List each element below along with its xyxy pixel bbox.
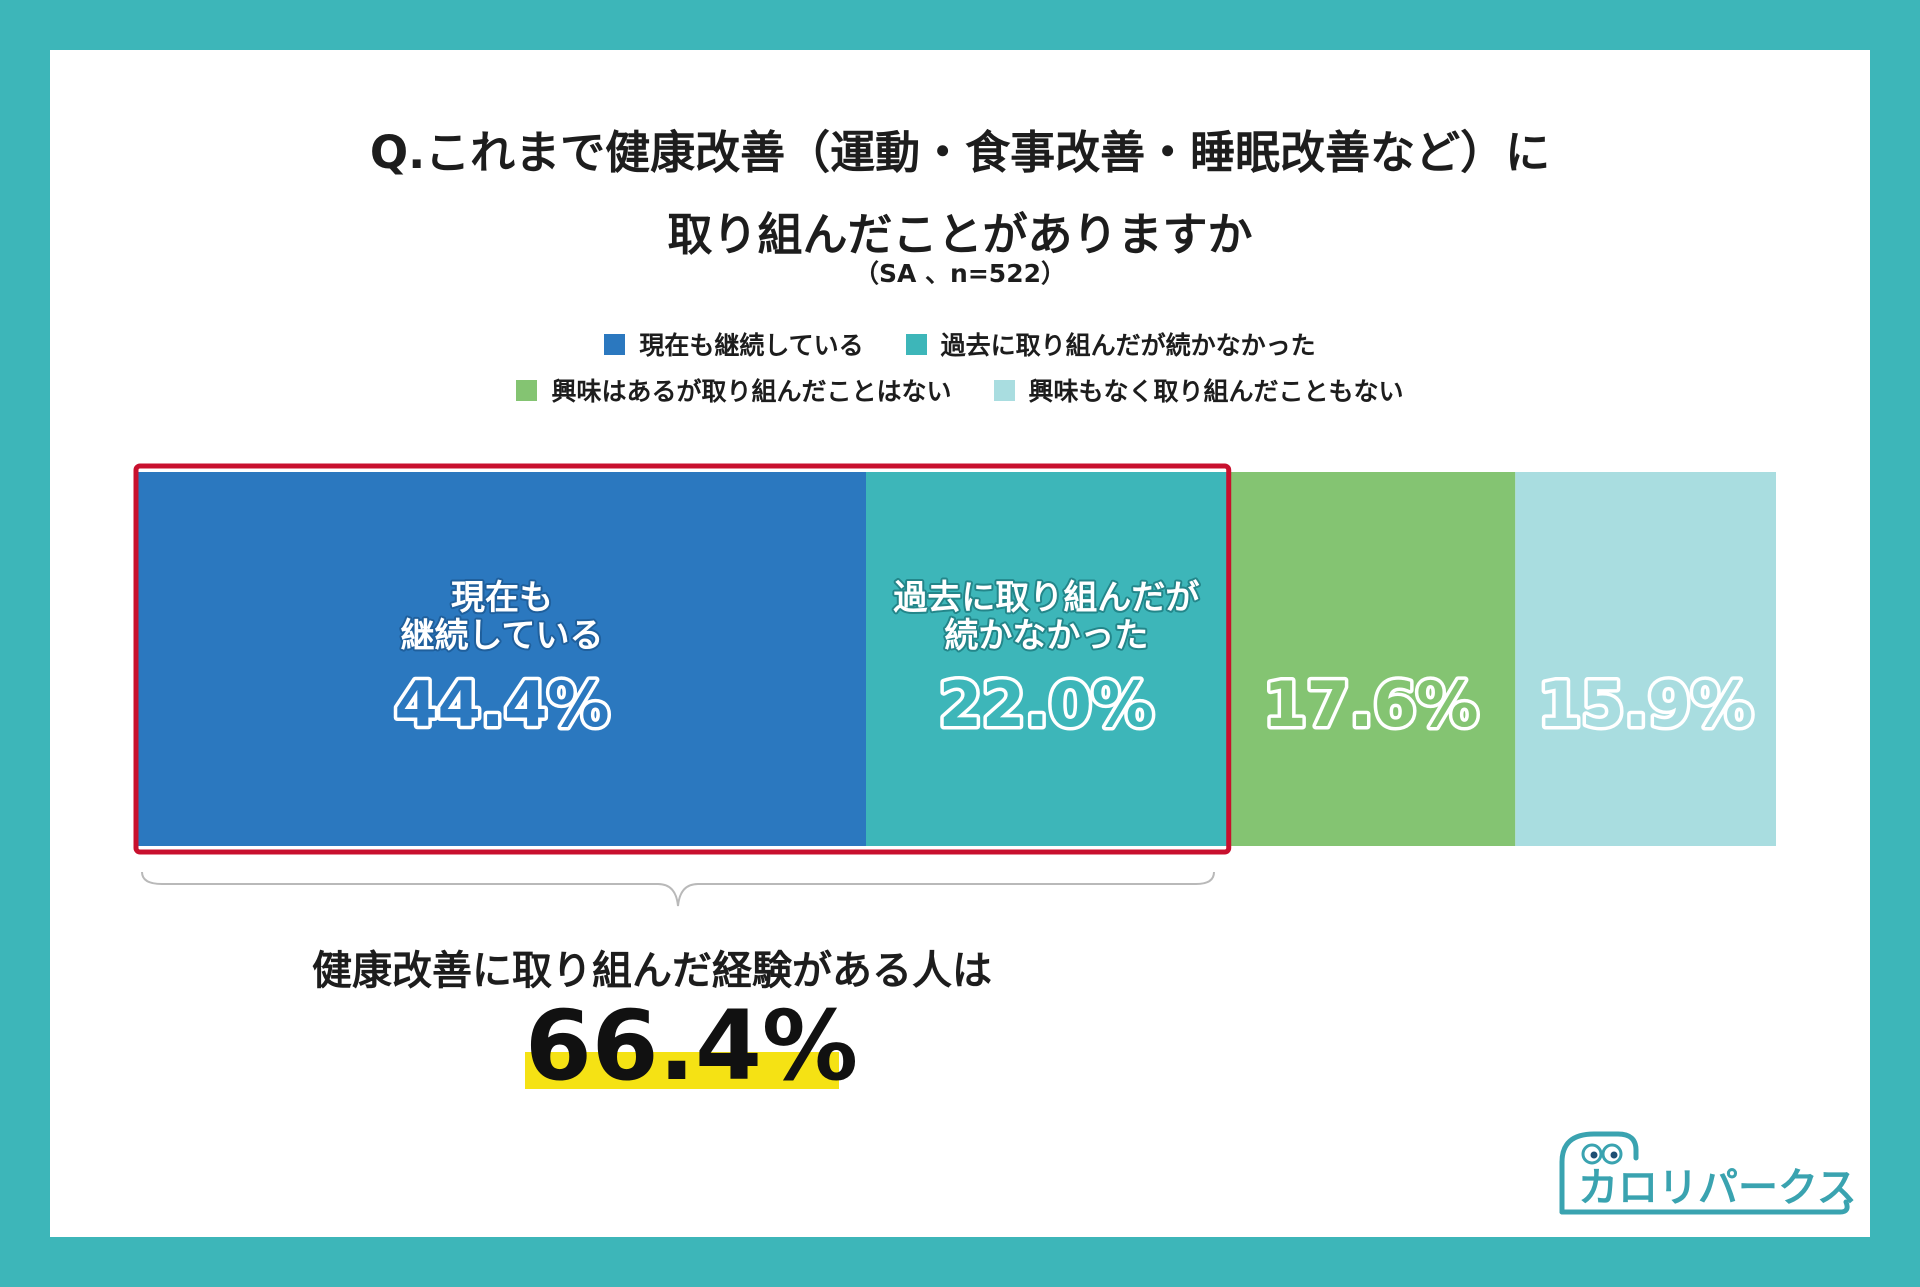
title-line-2: 取り組んだことがありますか [667,208,1253,261]
logo-text: カロリパークス [1578,1165,1854,1211]
bar-group: 現在も継続している 44.4% 過去に取り組んだが続かなかった 22.0% 17.6% 1… [138,472,1776,846]
legend-item: 興味もなく取り組んだこともない [993,372,1404,408]
segment-value-label: 17.6% [1263,668,1478,741]
segment-category-label: 現在も [451,578,553,618]
legend-item: 過去に取り組んだが続かなかった [905,326,1316,362]
segment-value-label: 15.9% [1538,668,1753,741]
brand-logo: カロリパークス [1559,1131,1854,1215]
segment-value-label: 22.0% [939,668,1154,741]
segment-category-label: 過去に取り組んだが [893,578,1199,618]
legend-swatch [604,333,626,355]
bar-segment [1226,472,1516,846]
group-brace [141,871,1215,907]
bar-segment [866,472,1227,846]
legend-swatch [993,379,1015,401]
summary-text: 健康改善に取り組んだ経験がある人は [312,948,992,994]
segment-category-label: 継続している [401,616,604,656]
chart-subtitle: （SA 、n=522） [854,259,1066,288]
highlight-box [133,463,1232,855]
segment-category-label: 続かなかった [944,616,1148,656]
legend-swatch [905,333,927,355]
legend-label: 過去に取り組んだが続かなかった [940,331,1316,360]
legend-row-1: 現在も継続している 過去に取り組んだが続かなかった [0,326,1920,362]
summary-value: 66.4% [525,990,859,1102]
legend-item: 現在も継続している [604,326,864,362]
bar-segment [1515,472,1776,846]
bar-segment [138,472,866,846]
legend-label: 興味もなく取り組んだこともない [1028,377,1404,406]
legend-swatch [516,379,538,401]
title-line-1: Q.これまで健康改善（運動・食事改善・睡眠改善など）に [369,126,1551,179]
legend-label: 現在も継続している [639,331,864,360]
value-marker [525,1052,839,1089]
segment-value-label: 44.4% [394,668,609,741]
legend-label: 興味はあるが取り組んだことはない [551,377,952,406]
legend-item: 興味はあるが取り組んだことはない [516,372,952,408]
legend-row-2: 興味はあるが取り組んだことはない 興味もなく取り組んだこともない [0,372,1920,408]
chart-title: Q.これまで健康改善（運動・食事改善・睡眠改善など）に 取り組んだことがあります… [0,112,1920,276]
